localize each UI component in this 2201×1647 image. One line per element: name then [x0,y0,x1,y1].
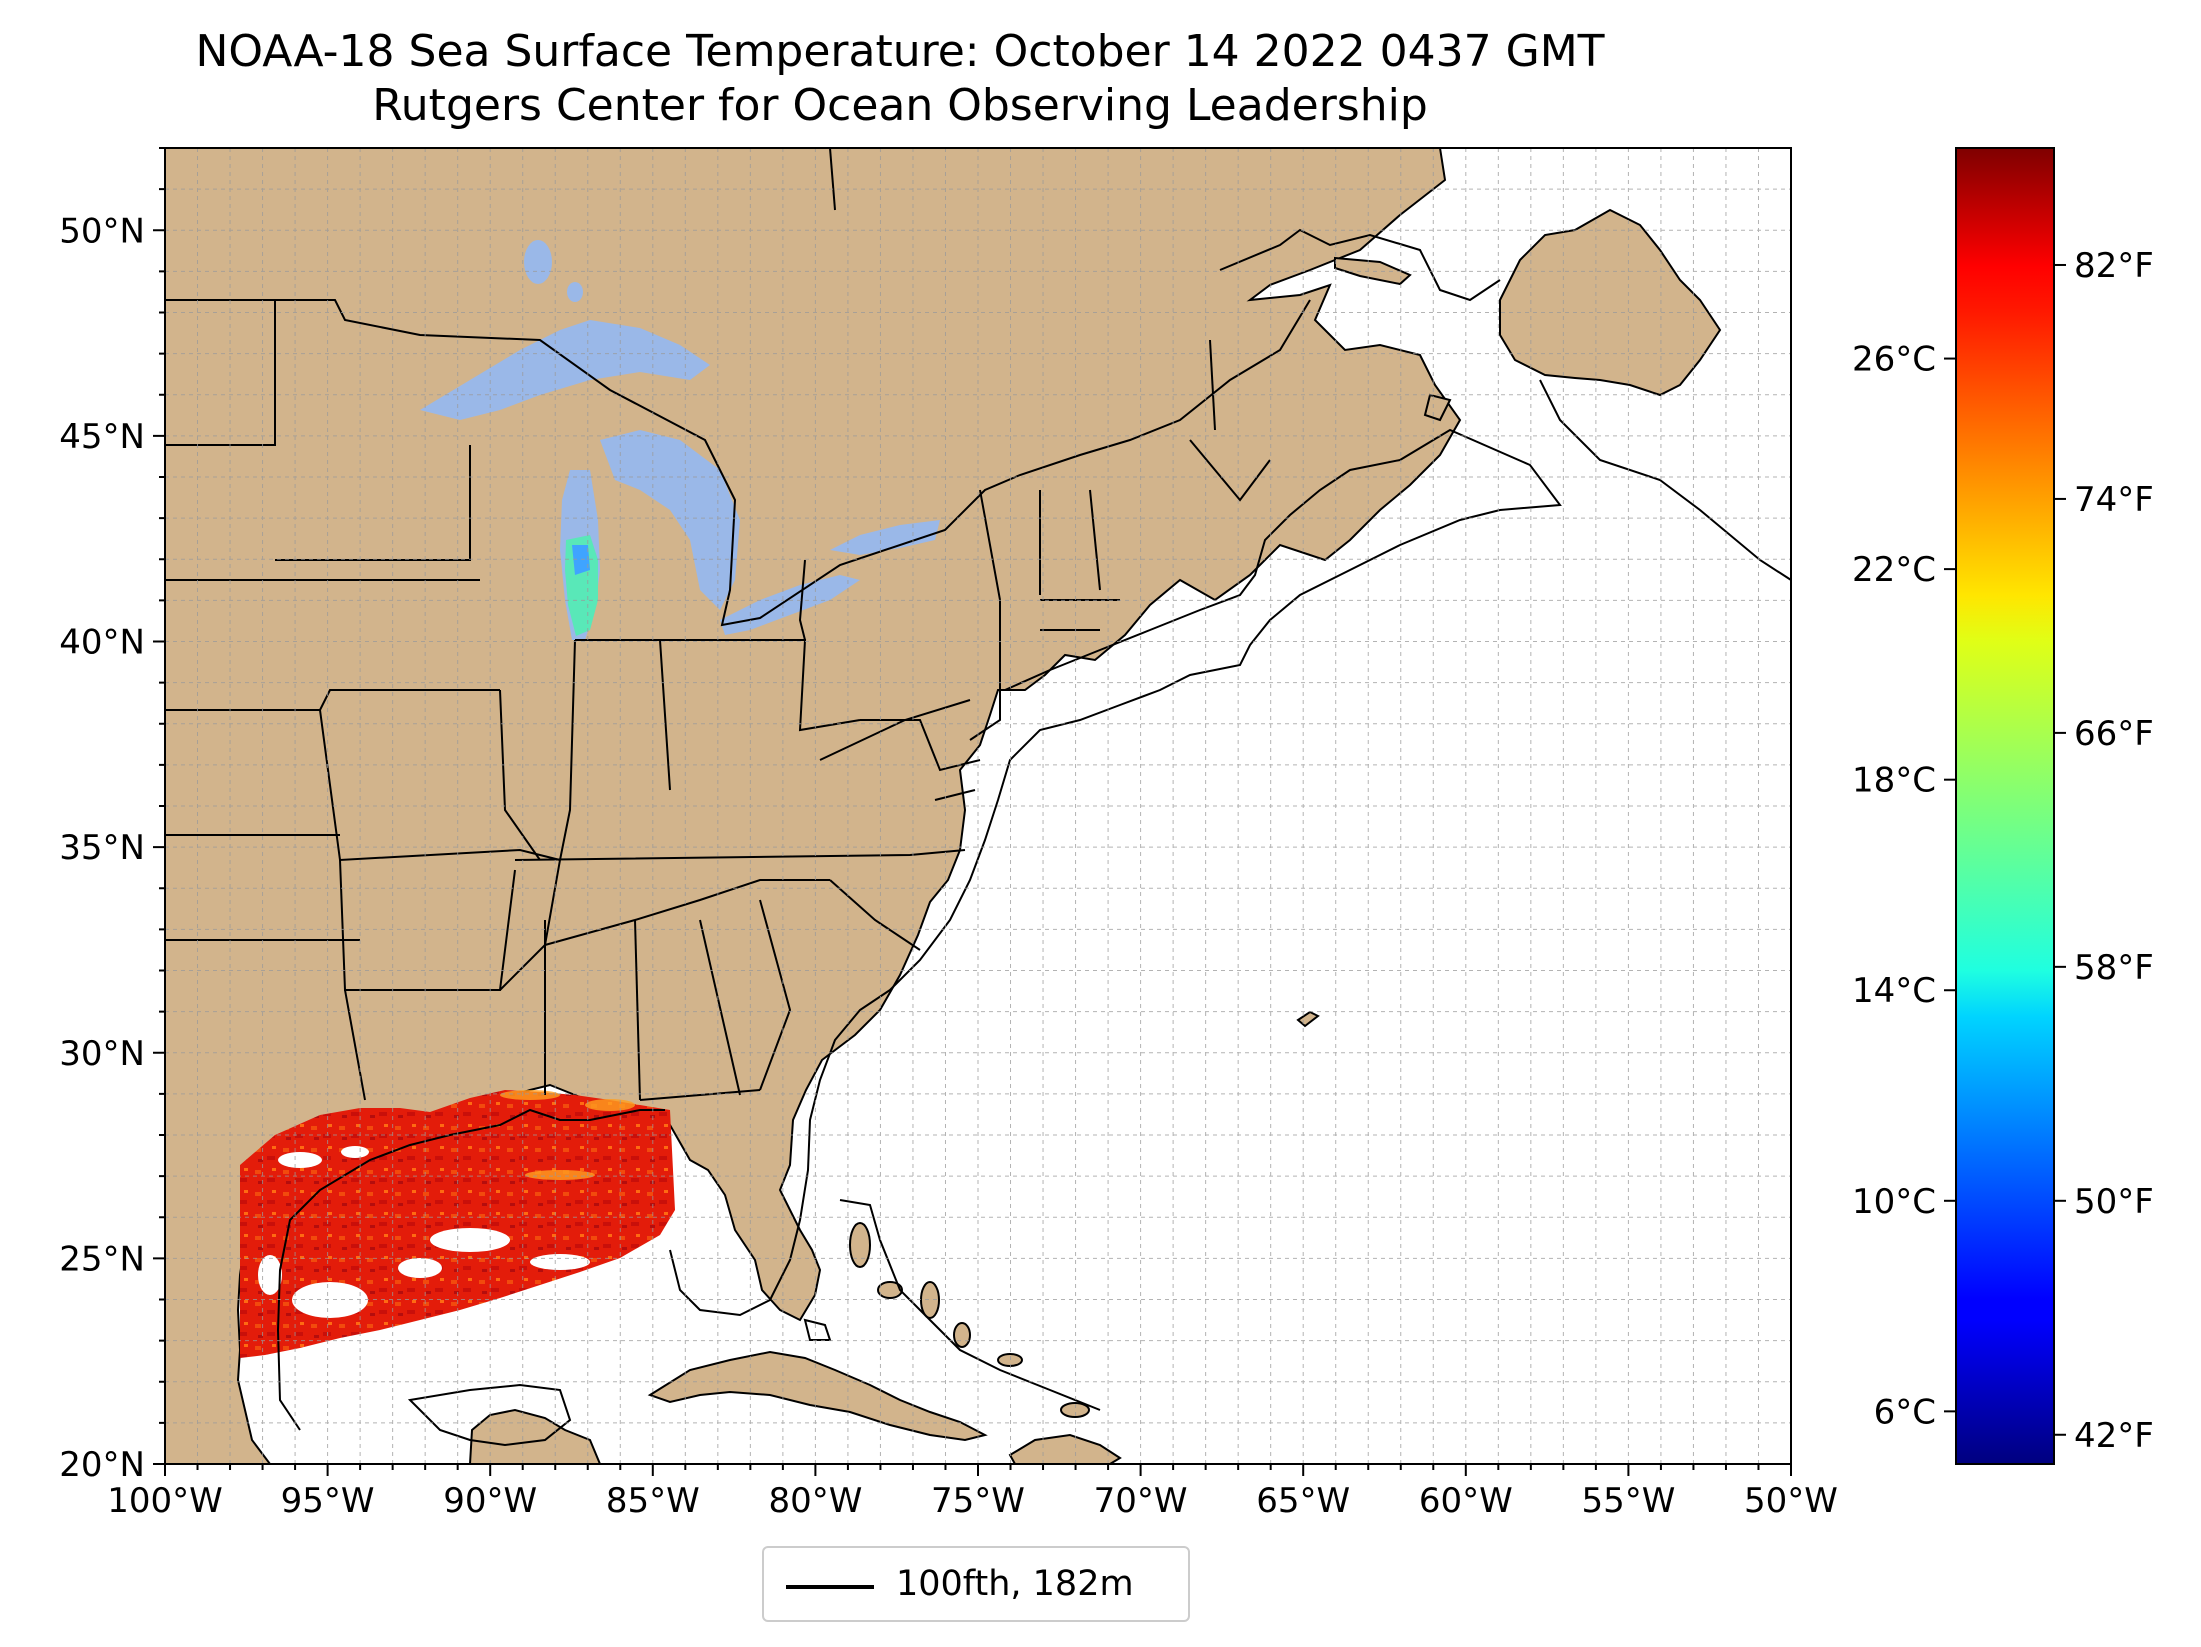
celsius-tick-label: 22°C [1852,550,1936,590]
map-gridlines [165,148,1791,1464]
legend-isobath-line [786,1585,874,1589]
fahrenheit-tick-label: 50°F [2074,1182,2154,1222]
latitude-axis: 20°N 25°N 30°N 35°N 40°N 45°N 50°N [59,147,165,1485]
lon-tick-label: 60°W [1419,1481,1513,1521]
political-borders [165,148,1311,1101]
lon-tick-label: 80°W [768,1481,862,1521]
newfoundland-land [1499,208,1722,397]
lat-tick-label: 20°N [59,1445,145,1485]
colorbar-fahrenheit-axis: 42°F 50°F 58°F 66°F 74°F 82°F [2054,246,2154,1456]
colorbar [1955,147,2055,1465]
map-subtitle: Rutgers Center for Ocean Observing Leade… [372,80,1428,131]
fahrenheit-tick-label: 82°F [2074,246,2154,286]
lake-michigan-sst-cool [572,545,590,575]
lat-tick-label: 30°N [59,1034,145,1074]
lon-tick-label: 100°W [107,1481,223,1521]
lon-tick-label: 90°W [443,1481,537,1521]
lon-tick-label: 85°W [606,1481,700,1521]
celsius-tick-label: 14°C [1852,971,1936,1011]
isobath-100fth [276,228,1791,1447]
lat-tick-label: 45°N [59,417,145,457]
celsius-tick-label: 10°C [1852,1182,1936,1222]
lat-tick-label: 25°N [59,1239,145,1279]
lon-tick-label: 50°W [1744,1481,1838,1521]
fahrenheit-tick-label: 66°F [2074,714,2154,754]
lake-michigan-sst [565,535,598,636]
lat-tick-label: 35°N [59,828,145,868]
celsius-tick-label: 18°C [1852,761,1936,801]
lon-tick-label: 70°W [1094,1481,1188,1521]
celsius-tick-label: 26°C [1852,340,1936,380]
lon-tick-label: 65°W [1256,1481,1350,1521]
hispaniola-land [1008,1433,1122,1464]
fahrenheit-tick-label: 42°F [2074,1416,2154,1456]
map-title: NOAA-18 Sea Surface Temperature: October… [195,26,1605,77]
legend-isobath-label: 100fth, 182m [896,1564,1134,1604]
anticosti-island [1334,256,1412,286]
fahrenheit-tick-label: 74°F [2074,480,2154,520]
celsius-tick-label: 6°C [1874,1392,1936,1432]
fahrenheit-tick-label: 58°F [2074,948,2154,988]
bahamas-islands [849,1222,1090,1418]
colorbar-celsius-axis: 6°C 10°C 14°C 18°C 22°C 26°C [1852,340,1956,1432]
lat-tick-label: 40°N [59,623,145,663]
cape-breton-land [1423,393,1452,422]
lon-tick-label: 75°W [931,1481,1025,1521]
lon-tick-label: 55°W [1581,1481,1675,1521]
yucatan-land [468,1408,602,1464]
lat-tick-label: 50°N [59,211,145,251]
lon-tick-label: 95°W [281,1481,375,1521]
cuba-land [647,1350,988,1442]
longitude-axis: 100°W 95°W 90°W 85°W 80°W 75°W 70°W 65°W 60°W 55°… [107,1464,1838,1521]
map-legend: 100fth, 182m [762,1546,1190,1622]
